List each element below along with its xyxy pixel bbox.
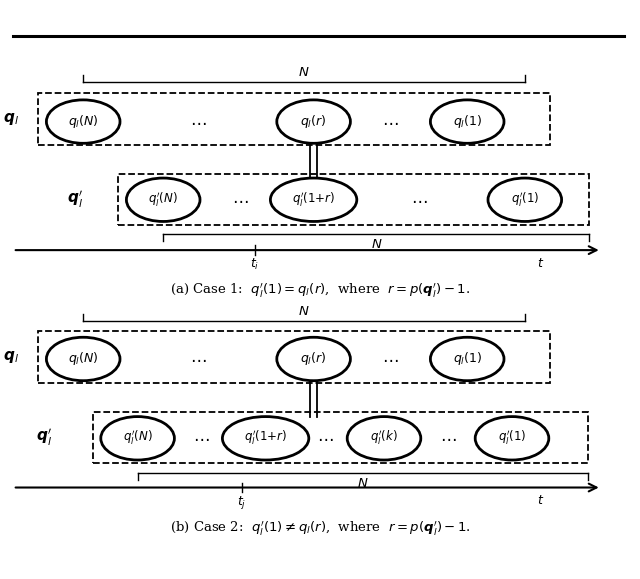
Text: $\cdots$: $\cdots$ (317, 429, 333, 448)
Text: $q_l(1)$: $q_l(1)$ (452, 350, 482, 368)
Text: $\cdots$: $\cdots$ (411, 190, 428, 209)
Text: $q_l(N)$: $q_l(N)$ (68, 113, 99, 130)
Text: $q_l'(1)$: $q_l'(1)$ (498, 429, 526, 448)
Text: (b) Case 2:  $q_l^{\prime}(1) \neq q_l(r)$,  where  $r = p(\boldsymbol{q}_l^{\pr: (b) Case 2: $q_l^{\prime}(1) \neq q_l(r)… (170, 519, 470, 538)
Text: $\boldsymbol{q}_l$: $\boldsymbol{q}_l$ (3, 111, 19, 127)
Text: $\cdots$: $\cdots$ (190, 350, 207, 368)
Text: $q_l'(1{+}r)$: $q_l'(1{+}r)$ (244, 429, 287, 448)
Text: $\cdots$: $\cdots$ (190, 112, 207, 131)
Text: $\cdots$: $\cdots$ (382, 350, 399, 368)
Text: $N$: $N$ (298, 67, 310, 79)
Text: $q_l(r)$: $q_l(r)$ (300, 113, 327, 130)
Text: $t$: $t$ (537, 494, 545, 507)
Text: $q_l'(1)$: $q_l'(1)$ (511, 190, 539, 209)
Text: $\cdots$: $\cdots$ (193, 429, 210, 448)
Text: $t$: $t$ (537, 257, 545, 270)
Text: $N$: $N$ (371, 238, 382, 251)
Text: $t_j$: $t_j$ (237, 494, 246, 511)
Text: $q_l'(1{+}r)$: $q_l'(1{+}r)$ (292, 190, 335, 209)
Text: $q_l'(k)$: $q_l'(k)$ (370, 429, 398, 448)
Text: $\boldsymbol{q}_l$: $\boldsymbol{q}_l$ (3, 349, 19, 365)
Text: $q_l'(N)$: $q_l'(N)$ (123, 429, 152, 448)
Text: $\cdots$: $\cdots$ (440, 429, 456, 448)
Text: $N$: $N$ (298, 305, 310, 318)
Text: $\boldsymbol{q}_l'$: $\boldsymbol{q}_l'$ (36, 427, 52, 448)
Text: (a) Case 1:  $q_l^{\prime}(1) = q_l(r)$,  where  $r = p(\boldsymbol{q}_l^{\prime: (a) Case 1: $q_l^{\prime}(1) = q_l(r)$, … (170, 282, 470, 301)
Text: $t_i$: $t_i$ (250, 257, 259, 272)
Text: $N$: $N$ (357, 477, 369, 489)
Text: $q_l(1)$: $q_l(1)$ (452, 113, 482, 130)
Text: $\cdots$: $\cdots$ (382, 112, 399, 131)
Text: $\cdots$: $\cdots$ (232, 190, 248, 209)
Text: $\boldsymbol{q}_l'$: $\boldsymbol{q}_l'$ (67, 189, 83, 210)
Text: $q_l(N)$: $q_l(N)$ (68, 350, 99, 368)
Text: $q_l(r)$: $q_l(r)$ (300, 350, 327, 368)
Text: $q_l'(N)$: $q_l'(N)$ (148, 190, 178, 209)
